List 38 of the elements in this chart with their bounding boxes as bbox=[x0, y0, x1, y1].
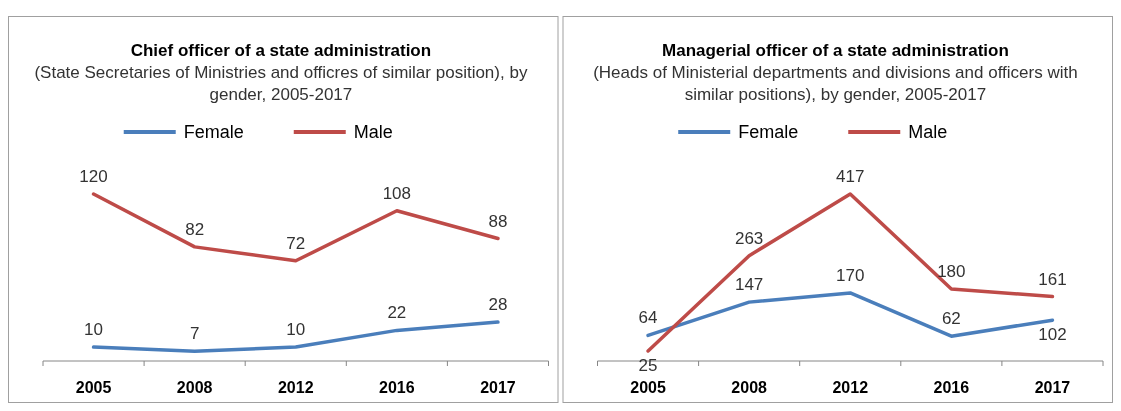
data-label: 417 bbox=[836, 167, 865, 186]
data-label: 62 bbox=[941, 309, 961, 329]
text: (Heads of Ministerial departments and divisions and officers with similar positions), by gender, 2005-2017 bbox=[593, 63, 1078, 104]
x-tick-label: 2008 bbox=[731, 379, 768, 396]
data-label: 28 bbox=[488, 295, 508, 315]
data-label: 180 bbox=[937, 261, 966, 281]
data-label: 170 bbox=[836, 265, 865, 285]
data-label: 64 bbox=[638, 308, 658, 328]
data-label: 108 bbox=[382, 183, 412, 203]
legend-label: Female bbox=[738, 122, 799, 142]
data-label: 10 bbox=[286, 320, 306, 340]
chart-title: Chief officer of a state administration bbox=[130, 41, 432, 60]
x-tick-label: 2017 bbox=[480, 379, 516, 396]
data-label: 161 bbox=[1038, 269, 1067, 289]
text: (State Secretaries of Ministries and officres of similar position), by gender, 2005-2017 bbox=[34, 63, 528, 104]
x-tick-label: 2016 bbox=[379, 379, 415, 396]
data-label: 120 bbox=[79, 167, 108, 186]
data-label: 10 bbox=[84, 320, 104, 340]
data-label: 25 bbox=[638, 355, 658, 375]
legend-label: Female bbox=[183, 122, 244, 142]
x-tick-label: 2005 bbox=[75, 379, 112, 396]
x-tick-label: 2012 bbox=[832, 379, 869, 396]
data-label: 82 bbox=[185, 219, 205, 239]
legend-label: Male bbox=[908, 122, 948, 142]
data-label: 102 bbox=[1038, 325, 1067, 345]
x-tick-label: 2017 bbox=[1034, 379, 1071, 396]
x-tick-label: 2008 bbox=[176, 379, 213, 396]
legend-label: Male bbox=[353, 122, 393, 142]
data-label: 7 bbox=[189, 324, 200, 344]
data-label: 72 bbox=[286, 233, 306, 253]
x-tick-label: 2005 bbox=[630, 379, 666, 396]
data-label: 147 bbox=[734, 275, 764, 295]
chart-title: Managerial officer of a state administration bbox=[662, 41, 1009, 60]
x-tick-label: 2016 bbox=[933, 379, 970, 396]
data-label: 263 bbox=[734, 228, 764, 248]
data-label: 88 bbox=[488, 211, 508, 231]
x-tick-label: 2012 bbox=[277, 379, 314, 396]
data-label: 22 bbox=[387, 303, 407, 323]
